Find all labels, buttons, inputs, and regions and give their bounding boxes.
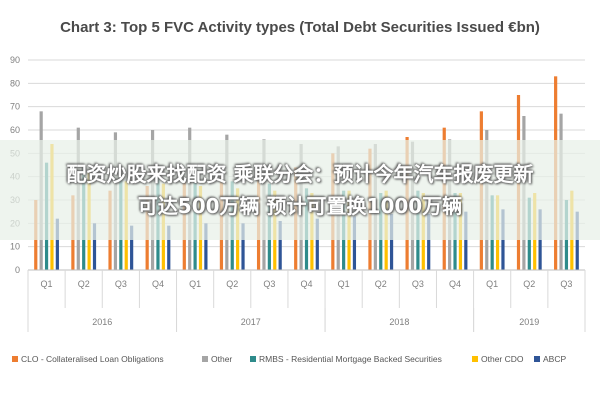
x-tick-label: Q3 xyxy=(560,279,572,289)
y-tick-label: 0 xyxy=(15,265,20,275)
x-tick-label: Q1 xyxy=(189,279,201,289)
bar xyxy=(167,225,171,270)
legend-swatch xyxy=(202,356,208,362)
x-tick-label: Q1 xyxy=(338,279,350,289)
legend-entry: RMBS - Residential Mortgage Backed Secur… xyxy=(259,354,442,364)
bar xyxy=(575,211,579,270)
bar xyxy=(130,225,134,270)
legend-swatch xyxy=(12,356,18,362)
x-tick-label: Q3 xyxy=(263,279,275,289)
x-tick-label: Q1 xyxy=(41,279,53,289)
x-tick-label: Q2 xyxy=(78,279,90,289)
overlay-headline-line-2: 可达500万辆 预计可置换1000万辆 xyxy=(137,194,463,218)
y-tick-label: 70 xyxy=(10,102,20,112)
legend-swatch xyxy=(472,356,478,362)
bar xyxy=(427,214,431,270)
bar xyxy=(278,221,282,270)
year-label: 2017 xyxy=(241,317,261,327)
year-label: 2018 xyxy=(389,317,409,327)
bar xyxy=(55,218,59,270)
legend: CLO - Collateralised Loan Obligations Oth… xyxy=(12,354,566,364)
legend-entry: Other xyxy=(211,354,232,364)
x-tick-label: Q1 xyxy=(486,279,498,289)
legend-entry: CLO - Collateralised Loan Obligations xyxy=(21,354,164,364)
x-tick-label: Q2 xyxy=(523,279,535,289)
chart-title: Chart 3: Top 5 FVC Activity types (Total… xyxy=(60,19,540,36)
legend-entry: ABCP xyxy=(543,354,566,364)
legend-swatch xyxy=(534,356,540,362)
bar xyxy=(92,223,97,270)
y-tick-label: 60 xyxy=(10,125,20,135)
bar xyxy=(204,223,208,270)
bar xyxy=(241,223,245,270)
x-tick-label: Q4 xyxy=(449,279,461,289)
overlay-headline-line-1: 配资炒股来找配资 乘联分会：预计今年汽车报废更新 xyxy=(66,162,534,186)
bar xyxy=(352,216,357,270)
bar xyxy=(315,218,319,270)
x-tick-label: Q4 xyxy=(300,279,312,289)
bar xyxy=(389,214,394,270)
y-tick-label: 10 xyxy=(10,242,20,252)
year-label: 2016 xyxy=(92,317,112,327)
x-tick-label: Q4 xyxy=(152,279,164,289)
x-axis-ticks: Q1 Q2 Q3 Q4 Q1 Q2 Q3 Q4 Q1 Q2 Q3 Q4 Q1 Q2 Q3 2016 2017 20… xyxy=(27,269,586,332)
x-tick-label: Q3 xyxy=(412,279,424,289)
year-label: 2019 xyxy=(519,317,539,327)
y-tick-label: 90 xyxy=(10,55,20,65)
y-tick-label: 80 xyxy=(10,78,20,88)
legend-swatch xyxy=(250,356,256,362)
legend-entry: Other CDO xyxy=(481,354,524,364)
headline-overlay-banner: 配资炒股来找配资 乘联分会：预计今年汽车报废更新 可达500万辆 预计可置换10… xyxy=(0,140,600,240)
x-tick-label: Q2 xyxy=(226,279,238,289)
x-tick-label: Q2 xyxy=(375,279,387,289)
bar xyxy=(464,211,468,270)
x-tick-label: Q3 xyxy=(115,279,127,289)
